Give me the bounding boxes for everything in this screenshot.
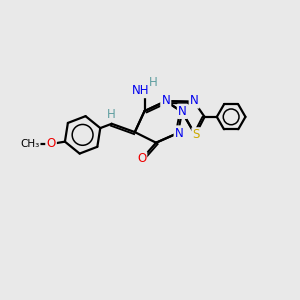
Text: N: N — [161, 94, 170, 107]
Text: NH: NH — [132, 84, 149, 97]
Text: CH₃: CH₃ — [20, 139, 39, 149]
Text: N: N — [178, 105, 187, 118]
Text: H: H — [149, 76, 158, 89]
Text: N: N — [175, 127, 184, 140]
Text: S: S — [193, 128, 200, 141]
Text: H: H — [107, 108, 116, 121]
Text: O: O — [46, 136, 56, 149]
Text: O: O — [137, 152, 146, 165]
Text: N: N — [190, 94, 199, 107]
